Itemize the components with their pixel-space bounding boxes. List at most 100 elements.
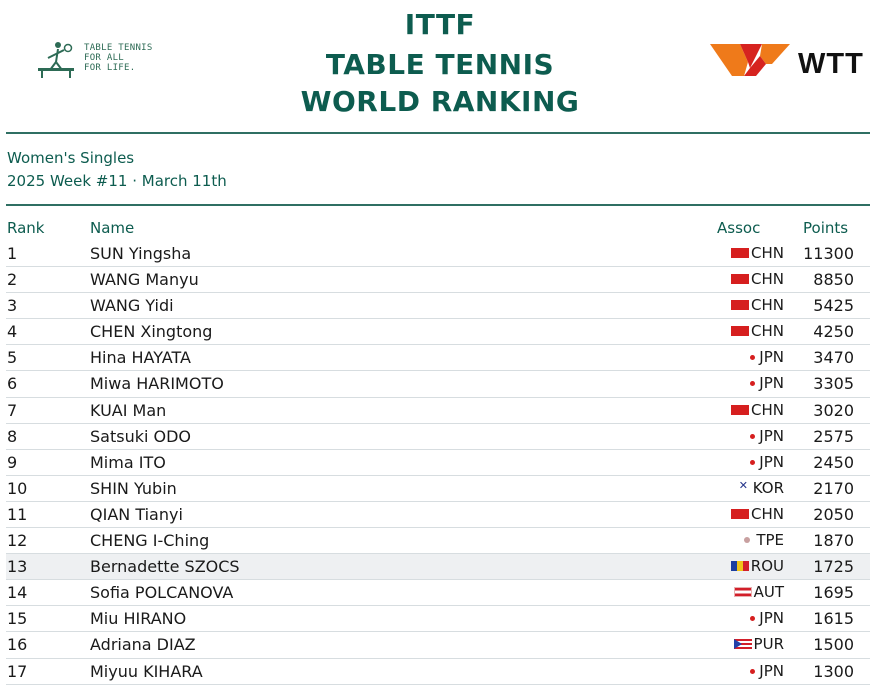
- rank-cell: 10: [7, 478, 28, 498]
- rank-cell: 15: [7, 609, 28, 629]
- table-row: 5 Hina HAYATA JPN 3470: [6, 345, 870, 372]
- assoc-cell: PUR: [714, 635, 784, 653]
- rank-cell: 3: [7, 296, 18, 316]
- assoc-code: JPN: [759, 661, 784, 680]
- jpn-flag-icon: [739, 378, 757, 388]
- table-row: 9 Mima ITO JPN 2450: [6, 450, 870, 476]
- assoc-cell: TPE: [714, 531, 784, 549]
- chn-flag-icon: [731, 508, 750, 519]
- rank-cell: 7: [7, 400, 18, 420]
- ittf-logo: TABLE TENNIS FOR ALL FOR LIFE.: [34, 40, 184, 80]
- assoc-cell: ROU: [714, 557, 784, 575]
- assoc-cell: KOR: [714, 479, 784, 497]
- table-row: 2 WANG Manyu CHN 8850: [6, 267, 870, 294]
- assoc-cell: CHN: [714, 244, 784, 262]
- chn-flag-icon: [731, 248, 750, 258]
- chn-flag-icon: [731, 274, 750, 285]
- pur-flag-icon: [733, 639, 752, 650]
- rank-cell: 5: [7, 348, 18, 368]
- assoc-code: CHN: [751, 322, 784, 341]
- points-cell: 4250: [813, 322, 854, 342]
- rank-cell: 9: [7, 452, 18, 472]
- event-week: 2025 Week #11 · March 11th: [7, 172, 227, 190]
- assoc-code: JPN: [759, 452, 784, 471]
- jpn-flag-icon: [739, 666, 757, 676]
- assoc-code: JPN: [759, 609, 784, 628]
- table-row: 17 Miyuu KIHARA JPN 1300: [6, 659, 870, 685]
- assoc-code: CHN: [751, 270, 784, 289]
- assoc-code: PUR: [753, 635, 784, 654]
- table-row: 8 Satsuki ODO JPN 2575: [6, 424, 870, 450]
- points-cell: 1615: [813, 609, 854, 629]
- points-cell: 3470: [813, 348, 854, 368]
- wtt-logo: WTT: [710, 42, 880, 82]
- table-row: 16 Adriana DIAZ PUR 1500: [6, 632, 870, 659]
- player-name-cell: SHIN Yubin: [90, 478, 177, 498]
- points-cell: 1300: [813, 661, 854, 681]
- chn-flag-icon: [731, 326, 750, 337]
- jpn-flag-icon: [739, 352, 757, 362]
- player-name-cell: Hina HAYATA: [90, 348, 191, 368]
- jpn-flag-icon: [739, 431, 757, 441]
- header-divider: [6, 132, 870, 134]
- assoc-code: JPN: [759, 348, 784, 367]
- assoc-cell: CHN: [714, 322, 784, 340]
- table-row: 10 SHIN Yubin KOR 2170: [6, 476, 870, 502]
- assoc-code: CHN: [751, 244, 784, 262]
- points-cell: 5425: [813, 296, 854, 316]
- rank-cell: 2: [7, 270, 18, 290]
- rank-cell: 16: [7, 635, 28, 655]
- assoc-cell: AUT: [714, 583, 784, 601]
- player-name-cell: Adriana DIAZ: [90, 635, 196, 655]
- jpn-flag-icon: [739, 613, 757, 623]
- player-name-cell: CHEN Xingtong: [90, 322, 213, 342]
- chn-flag-icon: [731, 300, 750, 311]
- assoc-code: TPE: [756, 531, 784, 550]
- assoc-cell: JPN: [714, 609, 784, 627]
- table-row: 3 WANG Yidi CHN 5425: [6, 293, 870, 320]
- player-name-cell: WANG Yidi: [90, 296, 174, 316]
- player-name-cell: Miu HIRANO: [90, 609, 187, 629]
- event-category: Women's Singles: [7, 149, 135, 167]
- ittf-table-tennis-icon: [38, 42, 74, 78]
- column-header-assoc: Assoc: [717, 219, 761, 237]
- player-name-cell: Sofia POLCANOVA: [90, 583, 234, 603]
- points-cell: 1500: [813, 635, 854, 655]
- table-row: 13 Bernadette SZOCS ROU 1725: [6, 554, 870, 581]
- table-row: 1 SUN Yingsha CHN 11300: [6, 241, 870, 268]
- page-title-line-1: ITTF: [404, 8, 476, 41]
- assoc-code: CHN: [751, 400, 784, 419]
- points-cell: 8850: [813, 270, 854, 290]
- aut-flag-icon: [733, 587, 752, 598]
- rank-cell: 6: [7, 374, 18, 394]
- player-name-cell: Bernadette SZOCS: [90, 557, 240, 577]
- assoc-cell: JPN: [714, 453, 784, 471]
- kor-flag-icon: [733, 479, 751, 493]
- assoc-cell: JPN: [714, 374, 784, 392]
- rank-cell: 11: [7, 504, 28, 524]
- page-title-line-3: WORLD RANKING: [300, 85, 580, 118]
- assoc-code: CHN: [751, 504, 784, 523]
- assoc-code: CHN: [751, 296, 784, 315]
- points-cell: 2170: [813, 478, 854, 498]
- column-header-points: Points: [803, 219, 849, 237]
- player-name-cell: Miwa HARIMOTO: [90, 374, 224, 394]
- ranking-table: 1 SUN Yingsha CHN 11300 2 WANG Manyu CHN 8850 3 W…: [6, 241, 870, 685]
- jpn-flag-icon: [739, 457, 757, 467]
- column-header-name: Name: [90, 219, 135, 237]
- ittf-logo-line-1: TABLE TENNIS: [84, 43, 153, 53]
- rank-cell: 17: [7, 661, 28, 681]
- table-row: 14 Sofia POLCANOVA AUT 1695: [6, 580, 870, 607]
- player-name-cell: KUAI Man: [90, 400, 167, 420]
- table-row: 11 QIAN Tianyi CHN 2050: [6, 502, 870, 529]
- rank-cell: 13: [7, 557, 28, 577]
- ittf-logo-line-2: FOR ALL: [84, 53, 125, 63]
- points-cell: 1870: [813, 531, 854, 551]
- rank-cell: 14: [7, 583, 28, 603]
- ittf-logo-line-3: FOR LIFE.: [84, 63, 136, 73]
- points-cell: 3020: [813, 400, 854, 420]
- points-cell: 1725: [813, 557, 854, 577]
- table-row: 7 KUAI Man CHN 3020: [6, 398, 870, 424]
- assoc-cell: CHN: [714, 270, 784, 288]
- points-cell: 3305: [813, 374, 854, 394]
